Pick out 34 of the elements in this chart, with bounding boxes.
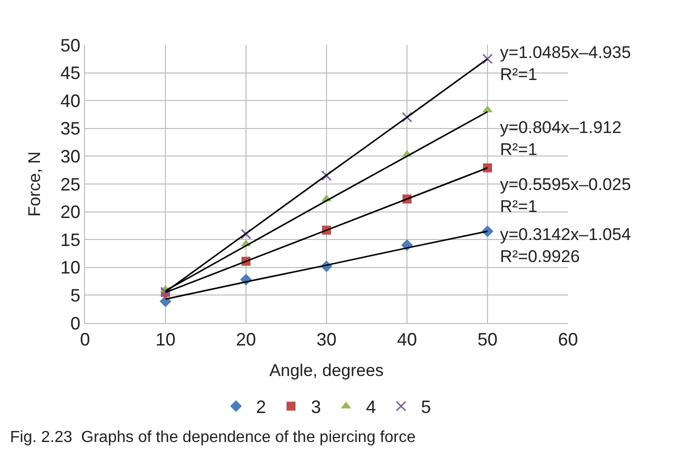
x-tick-label: 40 bbox=[396, 330, 418, 350]
point bbox=[402, 112, 412, 123]
y-tick-label: 10 bbox=[60, 258, 80, 278]
annotation: y=0.3142x–1.054 R²=0.9926 bbox=[500, 225, 631, 266]
point bbox=[483, 163, 492, 172]
x-tick-label: 50 bbox=[477, 330, 498, 350]
y-tick-label: 30 bbox=[60, 146, 80, 166]
point bbox=[321, 170, 332, 181]
y-tick-label: 15 bbox=[60, 230, 80, 250]
point bbox=[160, 295, 172, 308]
x-tick-label: 10 bbox=[155, 330, 176, 350]
legend-label: 4 bbox=[366, 397, 376, 418]
y-tick-label: 0 bbox=[70, 313, 80, 334]
x-tick-label: 20 bbox=[236, 330, 256, 350]
y-tick-label: 45 bbox=[60, 63, 80, 84]
point bbox=[482, 54, 493, 64]
point bbox=[240, 228, 252, 240]
annotation: y=0.804x–1.912 R²=1 bbox=[500, 118, 622, 160]
y-tick-label: 40 bbox=[60, 90, 80, 111]
x-tick-label: 60 bbox=[558, 330, 578, 350]
legend-label: 2 bbox=[256, 397, 266, 418]
y-tick-label: 25 bbox=[60, 174, 80, 194]
y-tick-label: 20 bbox=[60, 202, 80, 222]
annotation: y=0.5595x–0.025 R²=1 bbox=[500, 175, 631, 216]
legend-label: 3 bbox=[311, 397, 322, 418]
annotation: y=1.0485x–4.935 R²=1 bbox=[500, 43, 631, 84]
y-axis-title: Force, N bbox=[24, 151, 44, 217]
x-tick-label: 30 bbox=[316, 330, 337, 350]
caption: Fig. 2.23 Graphs of the dependence of the piercing force bbox=[10, 429, 416, 446]
x-axis-title: Angle, degrees bbox=[269, 361, 384, 380]
y-tick-label: 35 bbox=[60, 118, 80, 139]
legend-label: 5 bbox=[421, 397, 432, 418]
y-tick-label: 50 bbox=[60, 35, 80, 56]
y-tick-label: 5 bbox=[70, 286, 80, 306]
